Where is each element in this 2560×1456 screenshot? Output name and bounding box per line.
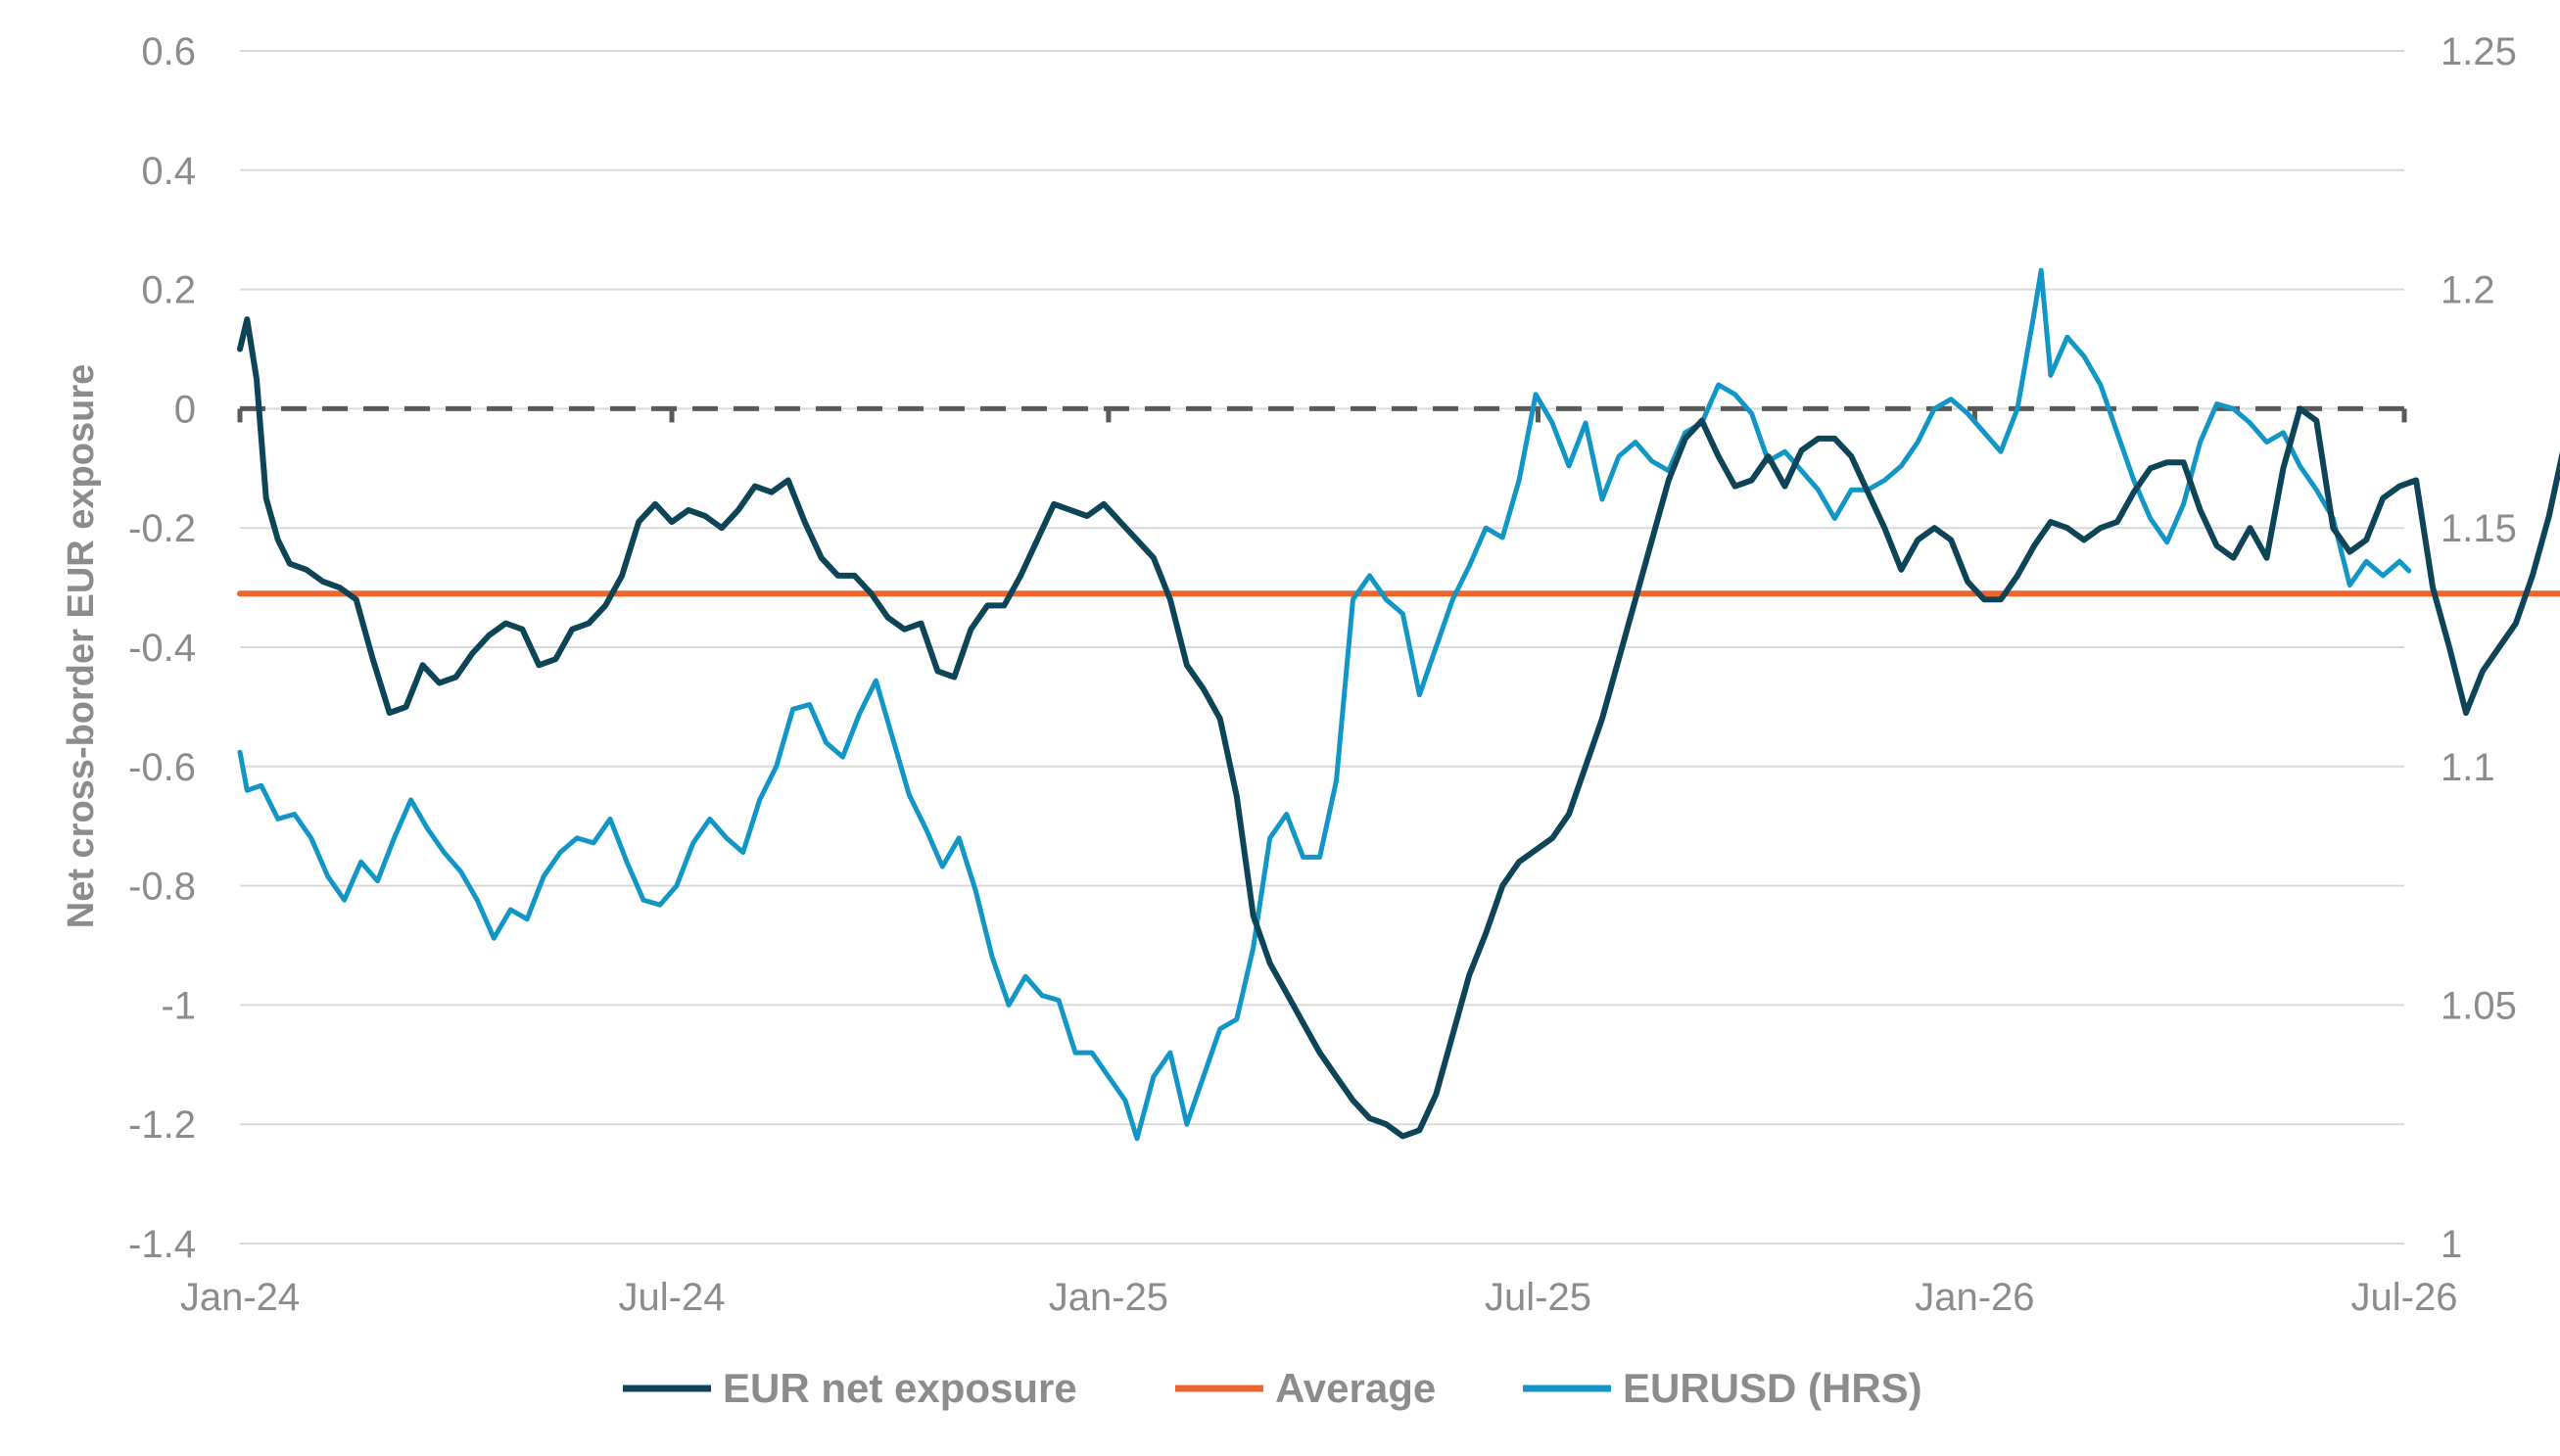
left-tick-label: -0.2 [128,507,196,550]
x-tick-label: Jan-24 [180,1276,300,1319]
left-tick-label: 0.4 [141,150,196,193]
right-tick-label: 1.05 [2441,984,2517,1027]
right-tick-label: 1.1 [2441,746,2495,789]
left-tick-label: 0 [174,388,196,431]
series-line-eur-net-exposure [237,316,2560,1140]
x-tick-label: Jul-24 [619,1276,726,1319]
left-tick-label: -1.2 [128,1104,196,1147]
left-tick-label: 0.6 [141,30,196,73]
legend-label-eur-net-exposure: EUR net exposure [723,1365,1077,1411]
x-tick-label: Jul-25 [1485,1276,1591,1319]
series-group [237,267,2560,1142]
right-tick-label: 1.25 [2441,30,2517,73]
gridlines [240,50,2404,1245]
right-tick-label: 1 [2441,1223,2462,1266]
legend-label-eurusd-hrs: EURUSD (HRS) [1623,1365,1922,1411]
right-tick-label: 1.2 [2441,269,2495,312]
series-line-eurusd-hrs [237,267,2412,1142]
left-tick-label: -0.4 [128,627,196,670]
left-tick-label: -0.8 [128,866,196,909]
legend: EUR net exposure Average EURUSD (HRS) [623,1365,1922,1411]
legend-label-average: Average [1275,1365,1436,1411]
right-axis-ticks: 1.25 1.2 1.15 1.1 1.05 1 [2441,30,2517,1266]
zero-line-group [237,405,2407,423]
left-tick-label: -0.6 [128,746,196,789]
x-axis-ticks: Jan-24 Jul-24 Jan-25 Jul-25 Jan-26 Jul-26 [180,1276,2458,1319]
y-axis-title: Net cross-border EUR exposure [61,364,102,929]
left-tick-label: -1.4 [128,1223,196,1266]
right-tick-label: 1.15 [2441,507,2517,550]
x-tick-label: Jul-26 [2351,1276,2458,1319]
left-tick-label: 0.2 [141,269,196,312]
left-tick-label: -1 [161,984,196,1027]
x-tick-label: Jan-25 [1049,1276,1168,1319]
left-axis-ticks: 0.6 0.4 0.2 0 -0.2 -0.4 -0.6 -0.8 -1 -1.2 -1.4 [128,30,196,1266]
x-tick-label: Jan-26 [1915,1276,2034,1319]
